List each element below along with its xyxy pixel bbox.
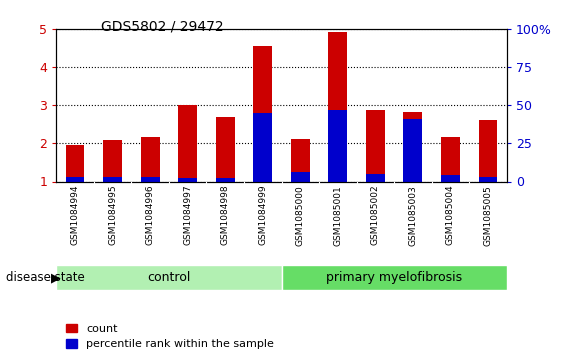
Text: control: control xyxy=(147,271,191,284)
Bar xyxy=(66,177,84,182)
Text: GSM1084995: GSM1084995 xyxy=(108,185,117,245)
Bar xyxy=(178,105,197,182)
Text: GSM1085005: GSM1085005 xyxy=(484,185,493,246)
Text: GDS5802 / 29472: GDS5802 / 29472 xyxy=(101,20,224,34)
Text: GSM1085002: GSM1085002 xyxy=(371,185,380,245)
Text: disease state: disease state xyxy=(6,271,84,284)
Bar xyxy=(404,112,422,182)
Bar xyxy=(178,179,197,182)
Bar xyxy=(479,120,497,182)
Bar xyxy=(441,137,460,182)
Text: GSM1084999: GSM1084999 xyxy=(258,185,267,245)
Bar xyxy=(328,32,347,182)
FancyBboxPatch shape xyxy=(282,265,507,290)
Text: GSM1084997: GSM1084997 xyxy=(183,185,192,245)
Bar xyxy=(404,119,422,182)
Text: GSM1084994: GSM1084994 xyxy=(70,185,79,245)
Text: ▶: ▶ xyxy=(51,271,60,284)
Bar xyxy=(366,174,385,182)
Text: GSM1085000: GSM1085000 xyxy=(296,185,305,246)
Bar xyxy=(291,139,310,182)
Bar xyxy=(253,46,272,182)
Text: GSM1084998: GSM1084998 xyxy=(221,185,230,245)
Bar xyxy=(328,110,347,182)
Bar xyxy=(103,177,122,182)
Text: primary myelofibrosis: primary myelofibrosis xyxy=(326,271,462,284)
Bar xyxy=(441,175,460,182)
Bar xyxy=(291,172,310,182)
Bar xyxy=(253,113,272,182)
Bar xyxy=(141,177,159,182)
Bar xyxy=(103,140,122,182)
Bar xyxy=(141,136,159,182)
Bar xyxy=(66,145,84,182)
Bar xyxy=(216,179,235,182)
Bar xyxy=(366,110,385,182)
Legend: count, percentile rank within the sample: count, percentile rank within the sample xyxy=(62,319,279,354)
Text: GSM1085003: GSM1085003 xyxy=(408,185,417,246)
Bar xyxy=(216,118,235,182)
Text: GSM1084996: GSM1084996 xyxy=(146,185,155,245)
Text: GSM1085001: GSM1085001 xyxy=(333,185,342,246)
FancyBboxPatch shape xyxy=(56,265,282,290)
Text: GSM1085004: GSM1085004 xyxy=(446,185,455,245)
Bar xyxy=(479,177,497,182)
